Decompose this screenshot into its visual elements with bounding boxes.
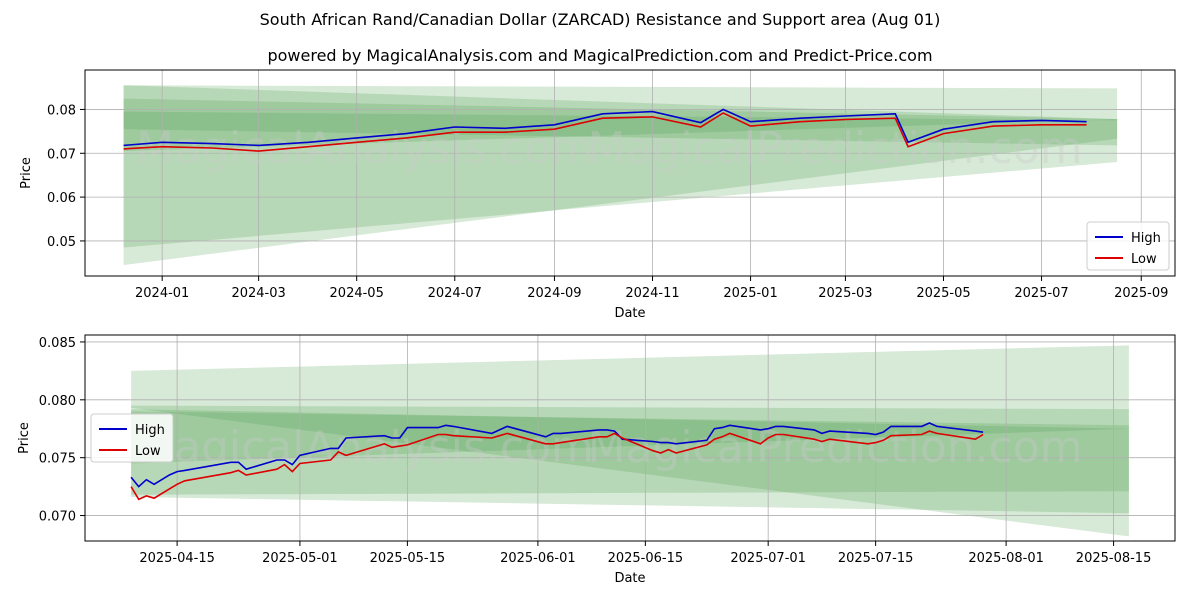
x-tick-label: 2025-06-01	[500, 551, 576, 566]
support-resistance-band	[123, 85, 1118, 248]
x-tick-label: 2025-07-15	[838, 551, 914, 566]
y-tick-label: 0.05	[47, 235, 76, 250]
y-tick-label: 0.080	[39, 394, 76, 409]
chart-top: MagicalAnalysis.comMagicalPrediction.com…	[19, 69, 1176, 321]
x-tick-label: 2025-09	[1114, 286, 1168, 301]
y-tick-label: 0.070	[39, 510, 76, 525]
plot-frame	[84, 69, 1176, 277]
x-tick-label: 2025-05	[916, 286, 970, 301]
series-line-high	[130, 422, 984, 488]
legend: High Low	[1086, 221, 1170, 271]
y-tick-label: 0.07	[47, 147, 76, 162]
legend-label-high: High	[1131, 231, 1161, 246]
legend: High Low	[90, 413, 174, 463]
legend-label-high: High	[135, 423, 165, 438]
x-tick-label: 2025-03	[818, 286, 872, 301]
x-tick-label: 2025-01	[723, 286, 777, 301]
x-tick-label: 2024-11	[625, 286, 679, 301]
support-resistance-band	[131, 409, 1129, 495]
legend-label-low: Low	[135, 444, 161, 459]
chart-bottom: MagicalAnalysis.comMagicalPrediction.com…	[17, 334, 1176, 586]
support-resistance-band	[123, 98, 1118, 146]
support-resistance-band	[123, 85, 1118, 265]
y-tick-label: 0.075	[39, 452, 76, 467]
x-tick-label: 2025-08-01	[968, 551, 1044, 566]
x-tick-label: 2025-04-15	[139, 551, 215, 566]
chart-title: South African Rand/Canadian Dollar (ZARC…	[259, 10, 941, 29]
watermark-text: MagicalPrediction.com	[588, 123, 1083, 174]
series-line-high	[123, 108, 1087, 147]
watermark-text: MagicalPrediction.com	[588, 422, 1083, 473]
x-tick-label: 2024-05	[330, 286, 384, 301]
y-tick-label: 0.085	[39, 336, 76, 351]
x-tick-label: 2025-05-15	[370, 551, 446, 566]
y-axis-label: Price	[19, 157, 34, 189]
x-tick-label: 2024-07	[428, 286, 482, 301]
x-axis-label: Date	[614, 571, 645, 586]
x-axis-label: Date	[614, 306, 645, 321]
watermark-text: MagicalAnalysis.com	[136, 422, 594, 473]
y-tick-label: 0.08	[47, 103, 76, 118]
plot-frame	[84, 334, 1176, 542]
x-tick-label: 2025-05-01	[262, 551, 338, 566]
x-tick-label: 2024-01	[135, 286, 189, 301]
support-resistance-band	[131, 411, 1129, 464]
support-resistance-band	[131, 405, 1129, 514]
y-tick-label: 0.06	[47, 191, 76, 206]
series-line-low	[130, 430, 984, 501]
x-tick-label: 2025-06-15	[608, 551, 684, 566]
chart-subtitle: powered by MagicalAnalysis.com and Magic…	[267, 46, 933, 65]
legend-box	[1086, 221, 1170, 271]
legend-box	[90, 413, 174, 463]
x-tick-label: 2024-03	[231, 286, 285, 301]
x-tick-label: 2025-07-01	[730, 551, 806, 566]
x-tick-label: 2024-09	[527, 286, 581, 301]
x-tick-label: 2025-07	[1014, 286, 1068, 301]
x-tick-label: 2025-08-15	[1076, 551, 1152, 566]
y-axis-label: Price	[17, 422, 32, 454]
legend-label-low: Low	[1131, 252, 1157, 267]
series-line-low	[123, 112, 1087, 152]
